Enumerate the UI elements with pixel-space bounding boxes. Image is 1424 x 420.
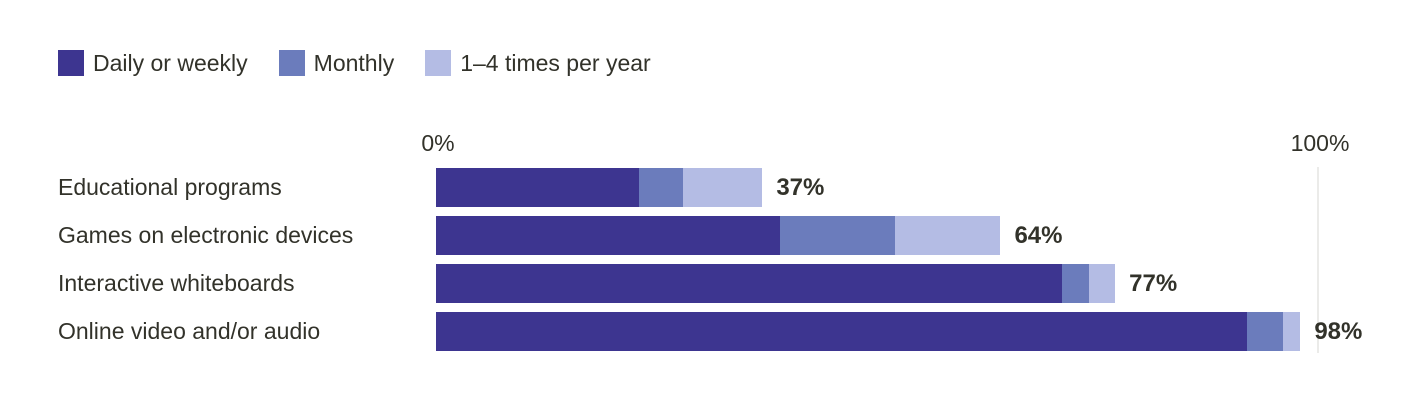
bar-row: Interactive whiteboards 77%: [0, 264, 1424, 303]
bar-segment-1-4-times-per-year: [682, 168, 763, 207]
category-label: Online video and/or audio: [58, 318, 321, 344]
bar-segment-1-4-times-per-year: [1088, 264, 1116, 303]
total-value-label: 37%: [776, 173, 825, 201]
legend-item: Monthly: [278, 49, 395, 76]
category-label: Games on electronic devices: [58, 222, 354, 248]
category-label: Interactive whiteboards: [58, 270, 295, 296]
bar-segment-monthly: [638, 168, 683, 207]
legend-swatch: [425, 50, 452, 76]
category-label: Educational programs: [58, 174, 282, 200]
axis-label-100: 100%: [1290, 130, 1350, 156]
axis-label-0: 0%: [421, 130, 455, 156]
bar-segment-daily-or-weekly: [436, 216, 780, 255]
bar-rows: Educational programs 37% Games on electr…: [0, 168, 1424, 360]
legend: Daily or weekly Monthly 1–4 times per ye…: [58, 50, 682, 76]
bar-segment-1-4-times-per-year: [894, 216, 1001, 255]
bar-segment-daily-or-weekly: [436, 312, 1248, 351]
bar-row: Online video and/or audio 98%: [0, 312, 1424, 351]
legend-swatch: [58, 50, 84, 76]
bar-segment-daily-or-weekly: [436, 168, 639, 207]
total-value-label: 77%: [1129, 269, 1178, 297]
gridline-100-percent: [1317, 167, 1319, 353]
legend-swatch: [278, 50, 305, 76]
legend-label: 1–4 times per year: [460, 49, 651, 76]
stacked-bar: 98%: [436, 312, 1362, 351]
total-value-label: 98%: [1314, 317, 1363, 345]
legend-label: Monthly: [313, 49, 395, 76]
bar-segment-monthly: [1062, 264, 1089, 303]
stacked-bar: 37%: [436, 168, 824, 207]
bar-segment-monthly: [779, 216, 895, 255]
bar-row: Games on electronic devices 64%: [0, 216, 1424, 255]
bar-segment-monthly: [1247, 312, 1283, 351]
bar-row: Educational programs 37%: [0, 168, 1424, 207]
legend-label: Daily or weekly: [93, 49, 248, 76]
stacked-bar: 77%: [436, 264, 1177, 303]
legend-item: 1–4 times per year: [425, 49, 651, 76]
stacked-bar: 64%: [436, 216, 1063, 255]
legend-item: Daily or weekly: [58, 50, 248, 76]
bar-segment-1-4-times-per-year: [1282, 312, 1301, 351]
total-value-label: 64%: [1014, 221, 1063, 249]
bar-segment-daily-or-weekly: [436, 264, 1063, 303]
